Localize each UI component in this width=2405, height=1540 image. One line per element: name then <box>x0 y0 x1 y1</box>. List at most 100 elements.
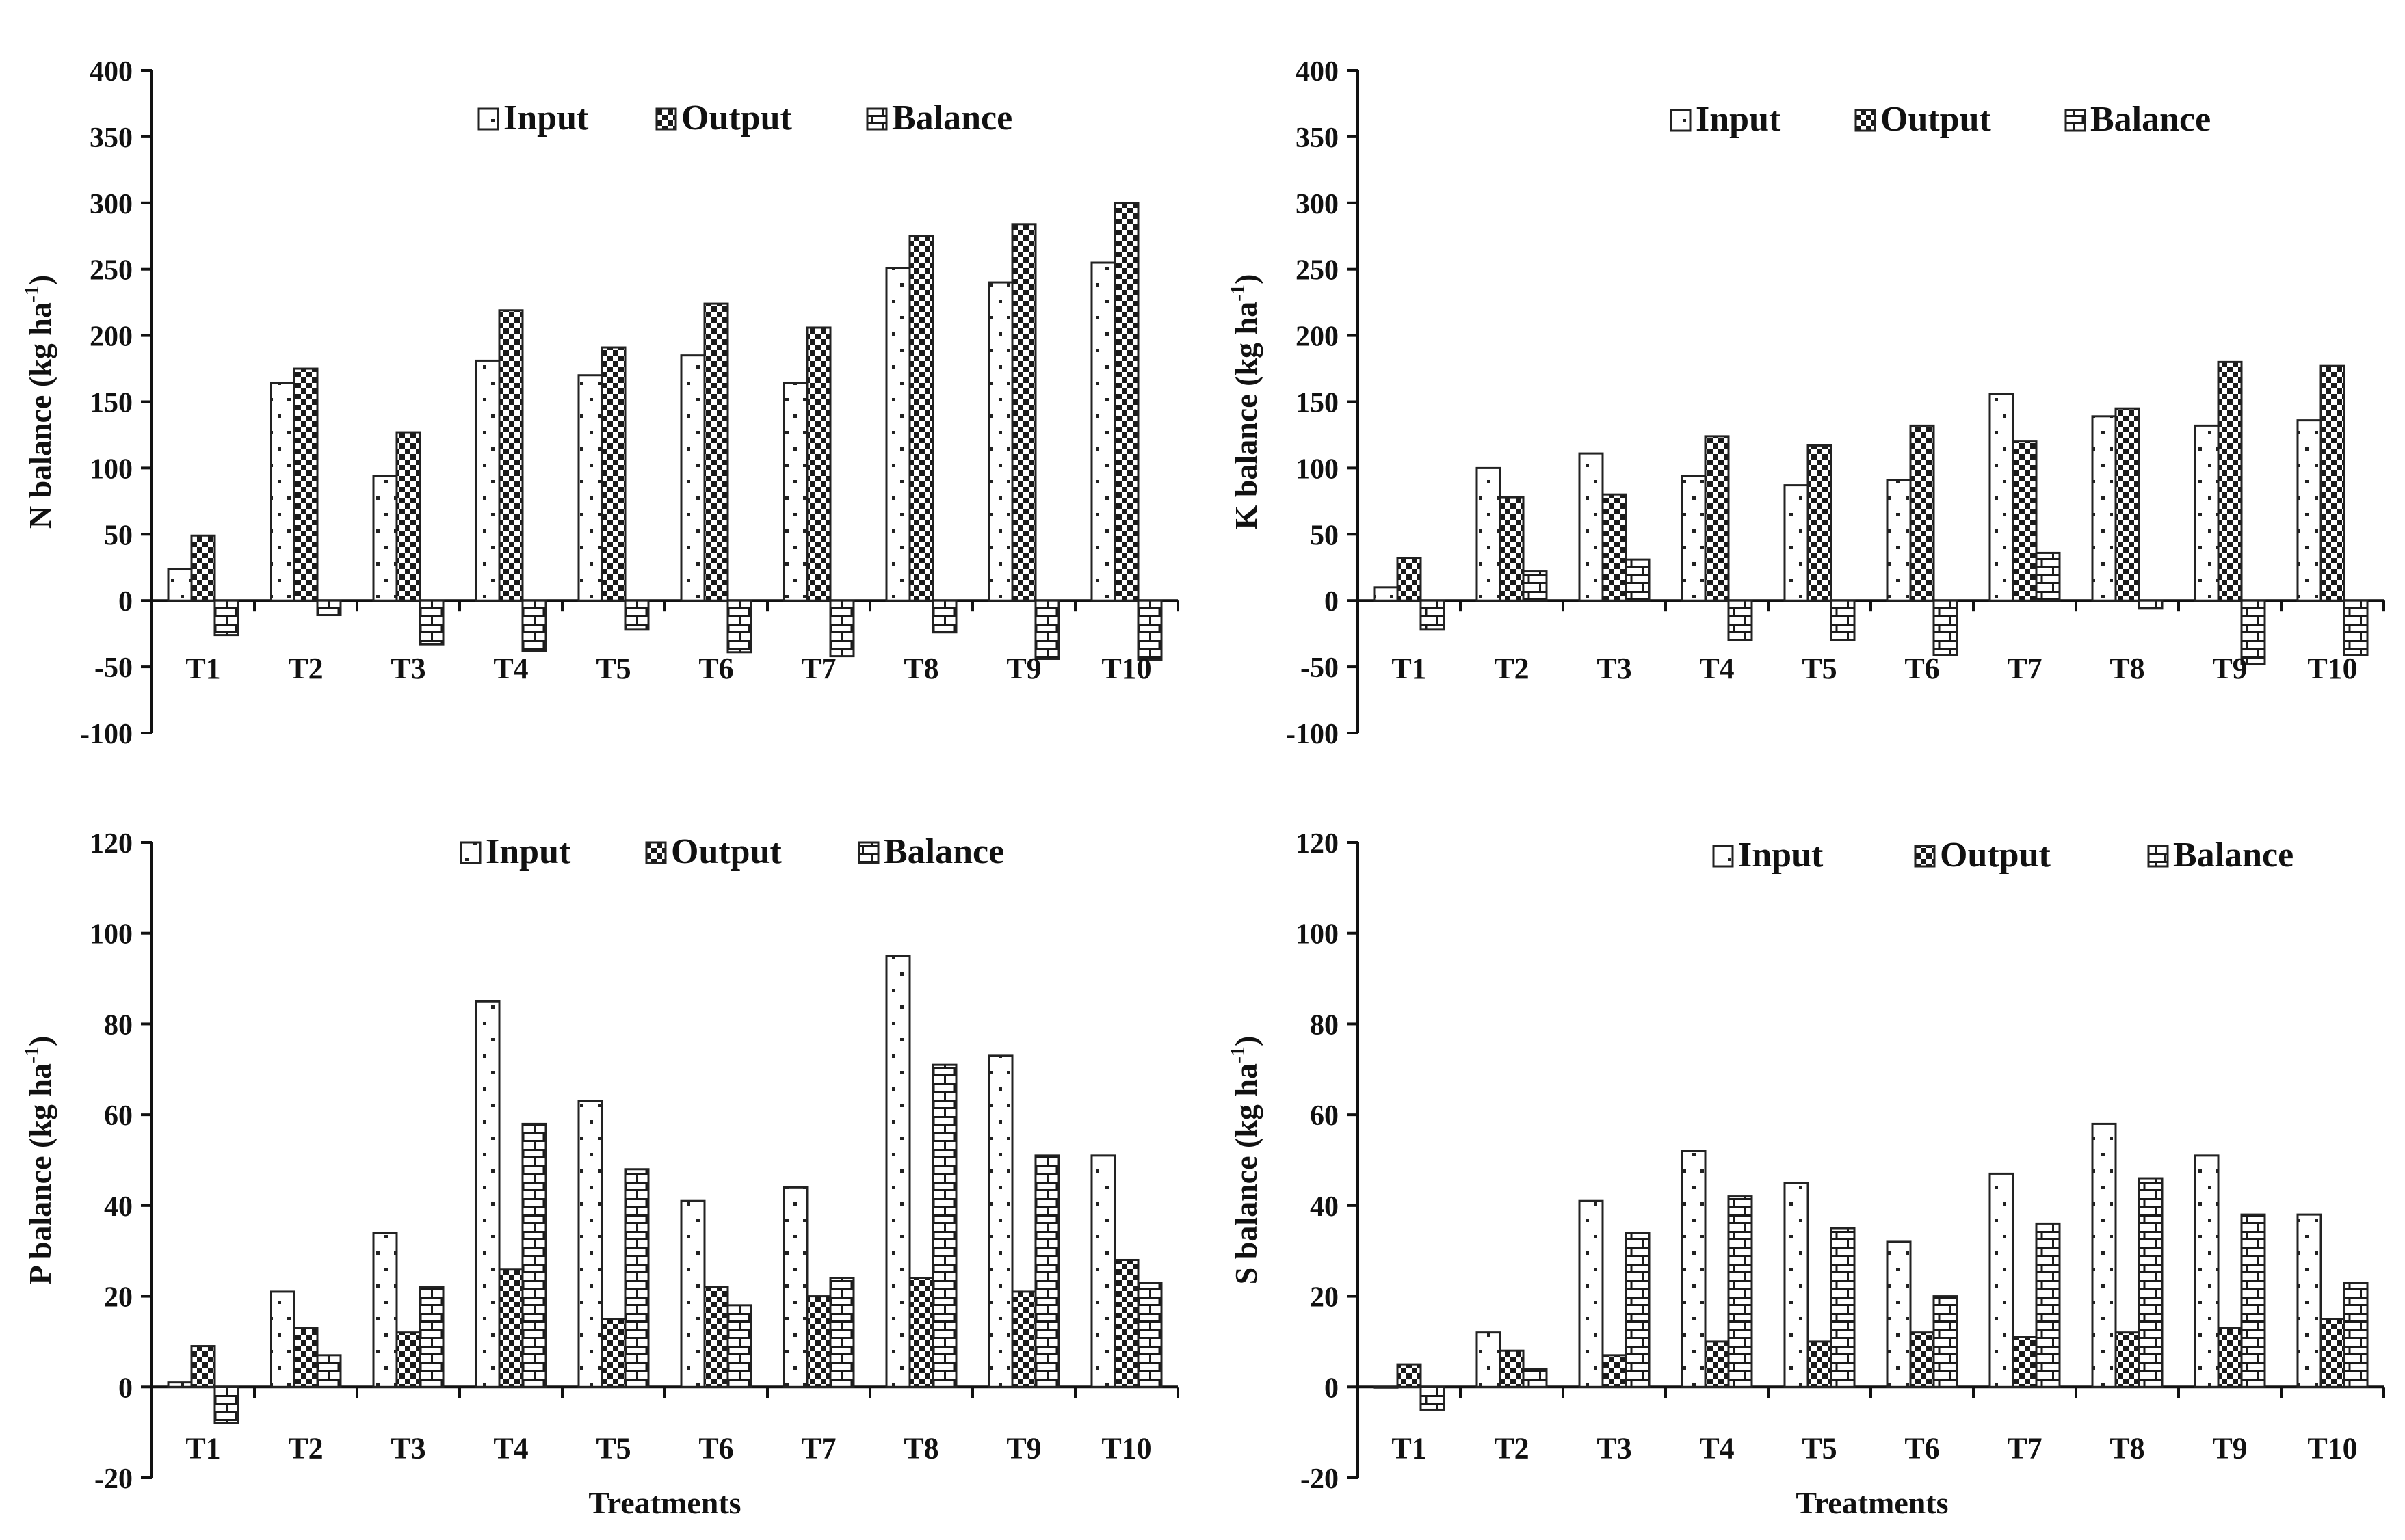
bar-balance-t3 <box>1625 558 1651 602</box>
legend-label-balance: Balance <box>2090 100 2211 139</box>
bar-balance-t3 <box>419 599 445 646</box>
legend-swatch-balance <box>2147 845 2169 868</box>
category-label: T4 <box>493 1431 528 1465</box>
bar-balance-t3 <box>419 1286 445 1388</box>
y-tick-label: 300 <box>1296 189 1339 220</box>
bar-input-t1 <box>1373 586 1399 602</box>
bar-balance-t10 <box>2343 599 2369 656</box>
y-tick-label: 350 <box>90 122 133 154</box>
bar-input-t3 <box>372 475 398 602</box>
bar-input-t4 <box>1681 475 1707 602</box>
category-label: T7 <box>2007 1431 2042 1465</box>
bar-balance-t9 <box>1034 599 1060 660</box>
bar-balance-t6 <box>726 599 752 654</box>
category-label: T6 <box>1904 1431 1939 1465</box>
bar-output-t3 <box>395 431 421 602</box>
bar-input-t4 <box>1681 1150 1707 1388</box>
bar-output-t9 <box>2217 1327 2243 1388</box>
bar-output-t6 <box>1909 424 1935 602</box>
bar-balance-t1 <box>1419 599 1445 631</box>
bar-output-t10 <box>2319 1318 2345 1388</box>
category-label: T5 <box>596 652 631 685</box>
category-label: T3 <box>1596 652 1631 685</box>
chart-k-balance: 400 350 300 250 200 150 100 50 0 -50 -100 T1 T2 T3 T4 T… <box>1226 56 2385 750</box>
legend-label-output: Output <box>1940 836 2051 875</box>
category-label: T1 <box>185 652 220 685</box>
y-tick-label: 20 <box>1310 1282 1339 1314</box>
bar-output-t7 <box>2012 440 2038 602</box>
y-tick-label: -20 <box>1300 1463 1339 1495</box>
bar-input-t3 <box>372 1232 398 1388</box>
category-label: T2 <box>288 652 323 685</box>
bar-input-t5 <box>577 1100 603 1388</box>
legend-label-output: Output <box>1880 100 1992 139</box>
bar-input-t9 <box>2194 424 2220 602</box>
bar-balance-t5 <box>624 1168 650 1388</box>
category-label: T4 <box>1699 1431 1734 1465</box>
bar-balance-t5 <box>624 599 650 631</box>
bar-balance-t2 <box>1522 570 1548 602</box>
bar-balance-t9 <box>2240 1213 2266 1388</box>
category-label: T2 <box>288 1431 323 1465</box>
y-tick-label: 100 <box>90 453 133 485</box>
bar-output-t5 <box>1806 1340 1832 1388</box>
bar-output-t10 <box>2319 364 2345 602</box>
y-tick-label: 0 <box>118 586 133 618</box>
bar-input-t10 <box>2296 1213 2322 1388</box>
y-tick-label: 60 <box>104 1100 133 1132</box>
y-tick-label: 0 <box>118 1372 133 1404</box>
bar-input-t10 <box>1090 1154 1116 1388</box>
category-label: T3 <box>391 652 425 685</box>
bar-balance-t8 <box>2138 599 2164 610</box>
category-label: T8 <box>904 1431 938 1465</box>
bar-balance-t8 <box>2138 1177 2164 1388</box>
bar-input-t9 <box>988 1054 1014 1388</box>
y-tick-label: 80 <box>104 1009 133 1041</box>
y-tick-label: 120 <box>90 828 133 860</box>
bar-output-t5 <box>1806 444 1832 602</box>
bar-input-t6 <box>1886 479 1912 602</box>
bar-balance-t7 <box>829 1277 855 1388</box>
category-label: T7 <box>801 1431 836 1465</box>
legend-swatch-balance <box>858 841 880 864</box>
category-label: T2 <box>1494 652 1529 685</box>
legend-label-input: Input <box>486 832 571 871</box>
bar-input-t6 <box>1886 1240 1912 1388</box>
legend-label-output: Output <box>681 98 793 137</box>
bar-input-t2 <box>270 1290 295 1388</box>
bar-output-t5 <box>601 1318 627 1388</box>
bar-input-t4 <box>475 359 501 602</box>
x-axis-title: Treatments <box>588 1485 741 1520</box>
bar-balance-t6 <box>1932 599 1958 656</box>
bar-input-t1 <box>167 568 193 602</box>
bar-output-t8 <box>908 1277 934 1388</box>
y-tick-label: 40 <box>1310 1191 1339 1223</box>
legend-swatch-input <box>1712 845 1734 868</box>
y-axis-title: P balance (kg ha-1) <box>21 1036 57 1285</box>
bar-input-t8 <box>885 267 911 602</box>
legend-swatch-input <box>1670 109 1692 132</box>
bar-input-t6 <box>680 1199 706 1388</box>
bar-input-t3 <box>1578 452 1604 602</box>
bar-output-t2 <box>293 367 319 602</box>
bar-output-t10 <box>1114 1258 1140 1388</box>
bar-balance-t2 <box>316 1354 342 1388</box>
bar-output-t5 <box>601 346 627 602</box>
bar-input-t9 <box>2194 1154 2220 1388</box>
y-tick-label: 300 <box>90 189 133 220</box>
bar-output-t4 <box>1704 1340 1730 1388</box>
y-tick-label: -100 <box>1286 719 1339 750</box>
bar-balance-t4 <box>521 1122 547 1388</box>
bar-balance-t2 <box>1522 1368 1548 1388</box>
bar-input-t7 <box>1988 393 2014 602</box>
bar-balance-t6 <box>726 1304 752 1388</box>
bar-input-t5 <box>1783 1182 1809 1388</box>
bar-output-t1 <box>190 1345 216 1388</box>
category-label: T7 <box>2007 652 2042 685</box>
legend-swatch-output <box>655 107 677 131</box>
bar-input-t9 <box>988 281 1014 602</box>
y-tick-label: 150 <box>90 388 133 419</box>
bar-balance-t5 <box>1830 599 1856 641</box>
bar-input-t2 <box>1475 1331 1501 1388</box>
